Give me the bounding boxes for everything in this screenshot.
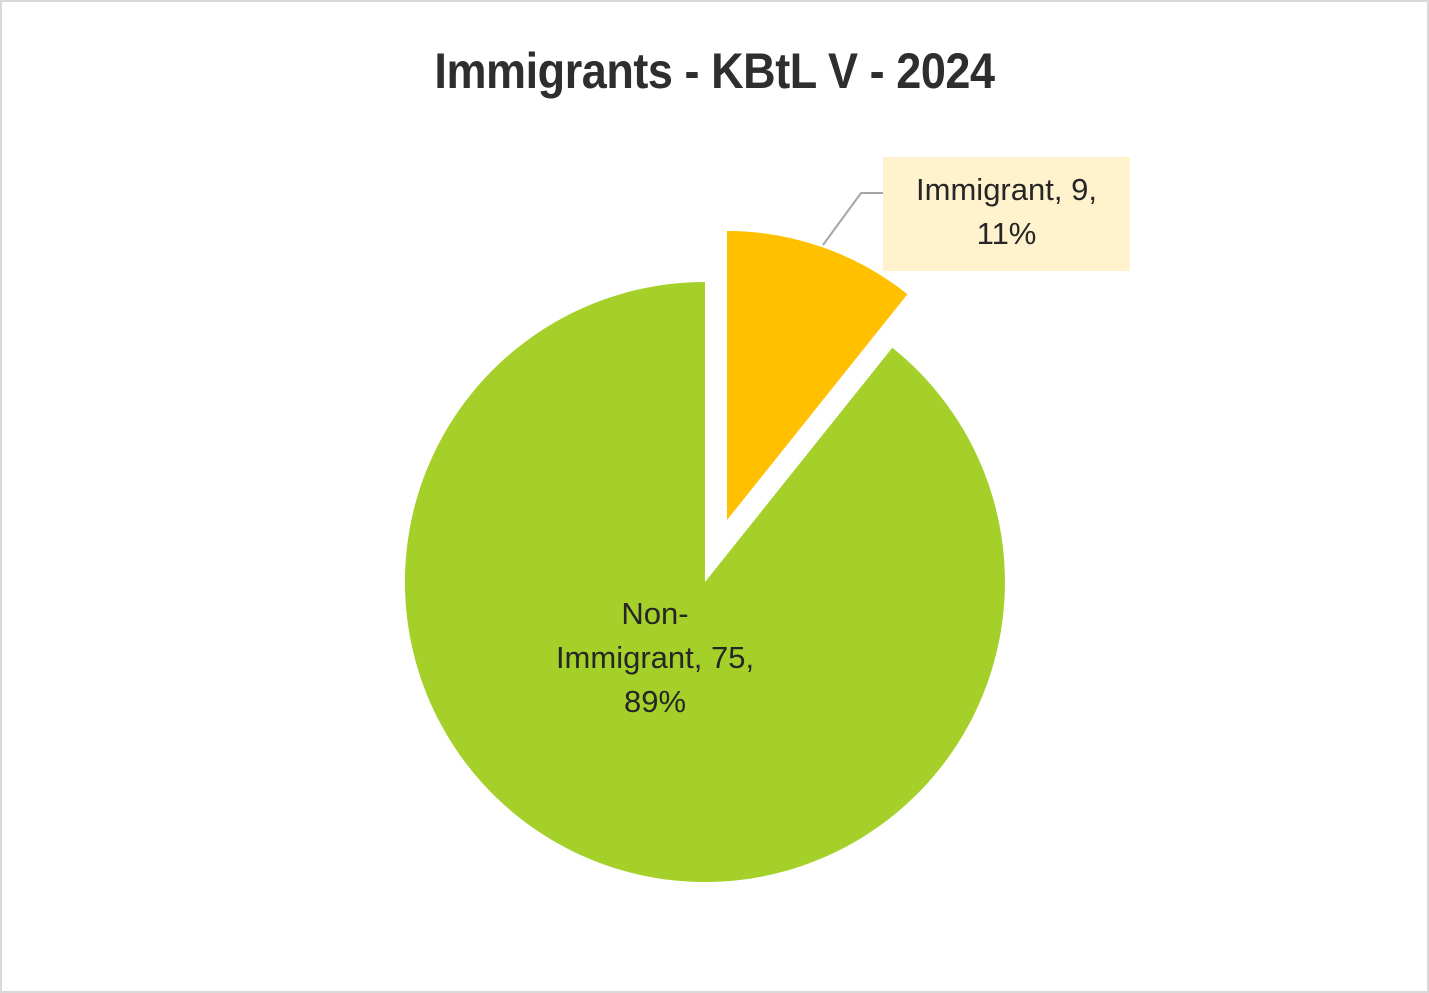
data-label-immigrant-line2: 11% xyxy=(976,216,1037,251)
pie-slice-immigrant[interactable] xyxy=(727,231,908,520)
chart-title: Immigrants - KBtL V - 2024 xyxy=(434,43,995,99)
data-label-immigrant-line1: Immigrant, 9, xyxy=(916,172,1097,207)
data-label-non-immigrant-line2: Immigrant, 75, xyxy=(555,640,755,675)
data-label-non-immigrant: Non- Immigrant, 75, 89% xyxy=(505,592,805,724)
data-label-non-immigrant-line3: 89% xyxy=(623,684,687,719)
pie-slice-non-immigrant[interactable] xyxy=(404,282,1005,882)
data-label-immigrant: Immigrant, 9, 11% xyxy=(883,168,1130,256)
leader-line xyxy=(822,192,883,246)
data-label-box-immigrant xyxy=(883,157,1130,271)
data-label-non-immigrant-line1: Non- xyxy=(621,596,689,631)
